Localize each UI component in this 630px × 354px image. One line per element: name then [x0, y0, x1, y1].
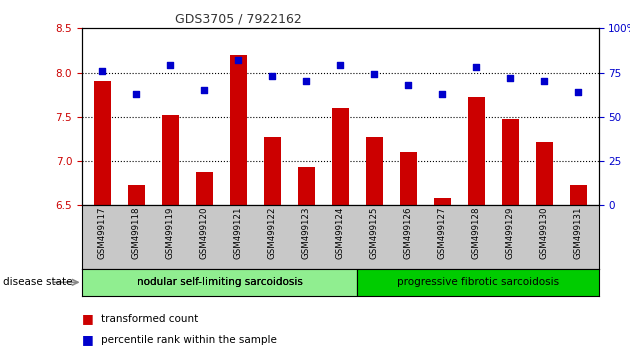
Point — [403, 82, 413, 88]
Point — [131, 91, 141, 97]
Point — [369, 72, 379, 77]
Bar — [399, 152, 416, 205]
Point — [267, 73, 277, 79]
Point — [437, 91, 447, 97]
Bar — [264, 137, 281, 205]
Bar — [298, 167, 315, 205]
Bar — [467, 97, 484, 205]
Bar — [365, 137, 382, 205]
Text: GSM499130: GSM499130 — [540, 207, 549, 259]
Text: transformed count: transformed count — [101, 314, 198, 324]
Text: GDS3705 / 7922162: GDS3705 / 7922162 — [175, 13, 302, 26]
Text: ■: ■ — [82, 333, 94, 346]
Text: nodular self-limiting sarcoidosis: nodular self-limiting sarcoidosis — [137, 277, 302, 287]
Text: progressive fibrotic sarcoidosis: progressive fibrotic sarcoidosis — [397, 277, 559, 287]
Point — [505, 75, 515, 81]
Bar — [332, 108, 348, 205]
Bar — [570, 185, 587, 205]
Text: GSM499131: GSM499131 — [573, 207, 583, 259]
Point — [539, 79, 549, 84]
Text: GSM499120: GSM499120 — [200, 207, 209, 259]
Text: ■: ■ — [82, 312, 94, 325]
Bar — [196, 172, 213, 205]
Text: disease state: disease state — [3, 277, 72, 287]
Bar — [128, 185, 145, 205]
Text: GSM499117: GSM499117 — [98, 207, 107, 259]
Text: nodular self-limiting sarcoidosis: nodular self-limiting sarcoidosis — [137, 277, 302, 287]
Point — [233, 57, 243, 63]
Point — [471, 64, 481, 70]
Point — [573, 89, 583, 95]
Text: GSM499128: GSM499128 — [472, 207, 481, 259]
Text: GSM499126: GSM499126 — [404, 207, 413, 259]
Text: percentile rank within the sample: percentile rank within the sample — [101, 335, 277, 345]
Text: GSM499122: GSM499122 — [268, 207, 277, 259]
Bar — [501, 120, 518, 205]
Bar — [433, 198, 450, 205]
Point — [335, 63, 345, 68]
Text: GSM499125: GSM499125 — [370, 207, 379, 259]
Bar — [94, 81, 111, 205]
Text: GSM499118: GSM499118 — [132, 207, 140, 259]
Text: GSM499119: GSM499119 — [166, 207, 175, 259]
Text: GSM499127: GSM499127 — [438, 207, 447, 259]
Text: GSM499121: GSM499121 — [234, 207, 243, 259]
Bar — [162, 115, 179, 205]
Point — [165, 63, 175, 68]
Point — [97, 68, 107, 74]
Point — [199, 87, 209, 93]
Bar — [230, 55, 247, 205]
Bar — [357, 269, 598, 296]
Bar — [536, 142, 553, 205]
Bar — [82, 269, 357, 296]
Point — [301, 79, 311, 84]
Text: GSM499124: GSM499124 — [336, 207, 345, 259]
Text: GSM499123: GSM499123 — [302, 207, 311, 259]
Text: GSM499129: GSM499129 — [506, 207, 515, 259]
